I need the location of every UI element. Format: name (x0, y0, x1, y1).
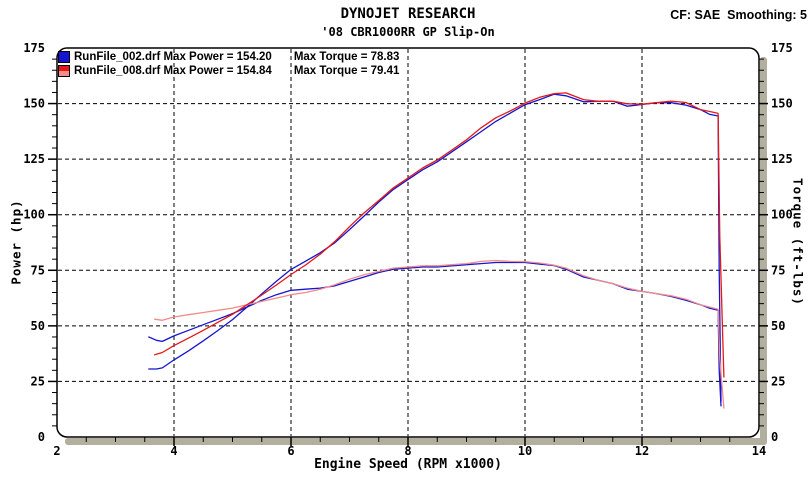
plot-background (57, 48, 759, 437)
torque-tick-label: 175 (771, 41, 793, 55)
legend-row-runfile-002: RunFile_002.drf Max Power = 154.20 Max T… (58, 50, 399, 64)
page-title: DYNOJET RESEARCH (340, 6, 476, 22)
power-curve-runfile-008 (154, 92, 725, 378)
x-tick-label: 14 (752, 444, 766, 458)
plot-frame (56, 47, 760, 438)
runfile-002-power-label: RunFile_002.drf Max Power = 154.20 (74, 51, 272, 63)
torque-tick-label: 0 (771, 430, 778, 444)
torque-tick-label: 100 (771, 208, 793, 222)
x-tick-label: 10 (518, 444, 532, 458)
torque-axis-title: Torque (ft-lbs) (790, 178, 806, 306)
power-tick-label: 175 (23, 41, 45, 55)
correction-smoothing-label: CF: SAE Smoothing: 5 (670, 8, 807, 22)
runfile-002-color-swatch (58, 51, 70, 63)
power-axis-title: Power (hp) (8, 199, 24, 285)
x-tick-label: 12 (635, 444, 649, 458)
legend: RunFile_002.drf Max Power = 154.20 Max T… (58, 50, 399, 78)
power-tick-label: 0 (38, 430, 45, 444)
frame-shadow-bottom (65, 438, 767, 445)
legend-row-runfile-008: RunFile_008.drf Max Power = 154.84 Max T… (58, 64, 399, 78)
torque-tick-label: 150 (771, 97, 793, 111)
torque-tick-label: 125 (771, 152, 793, 166)
power-tick-label: 100 (23, 208, 45, 222)
power-tick-label: 75 (31, 263, 45, 277)
torque-tick-label: 50 (771, 319, 785, 333)
torque-tick-label: 25 (771, 374, 785, 388)
torque-tick-label: 75 (771, 263, 785, 277)
runfile-008-color-swatch (58, 65, 70, 77)
x-tick-label: 4 (170, 444, 177, 458)
frame-shadow-right (760, 57, 767, 445)
chart-subtitle: '08 CBR1000RR GP Slip-On (321, 25, 495, 39)
power-tick-label: 125 (23, 152, 45, 166)
runfile-008-torque-label: Max Torque = 79.41 (293, 65, 400, 77)
power-tick-label: 150 (23, 97, 45, 111)
power-tick-label: 25 (31, 374, 45, 388)
rpm-axis-title: Engine Speed (RPM x1000) (314, 457, 502, 472)
runfile-002-torque-label: Max Torque = 78.83 (293, 51, 400, 63)
x-tick-label: 8 (404, 444, 411, 458)
x-tick-label: 6 (287, 444, 294, 458)
power-tick-label: 50 (31, 319, 45, 333)
runfile-008-power-label: RunFile_008.drf Max Power = 154.84 (74, 65, 272, 77)
x-tick-label: 2 (53, 444, 60, 458)
